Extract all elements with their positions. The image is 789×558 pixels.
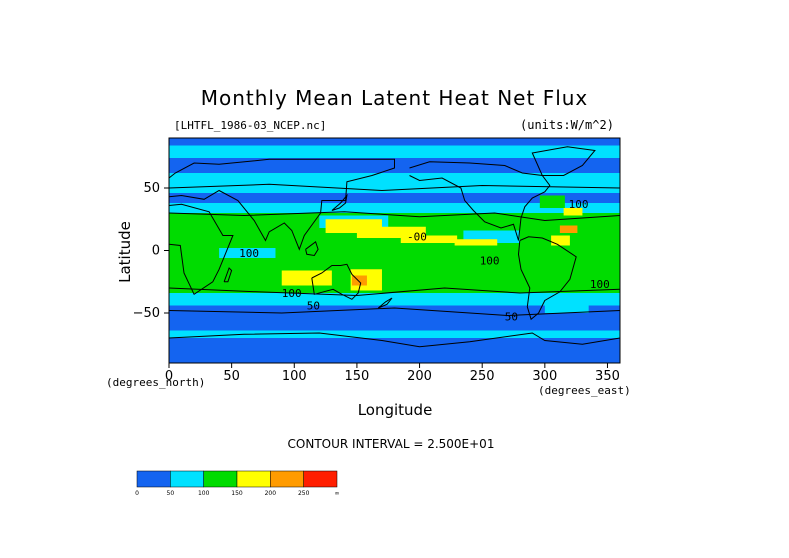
colorbar-label-1: 50	[167, 490, 175, 497]
contour-band-11	[281, 270, 332, 286]
antarctica-coast	[169, 332, 620, 348]
x-tick-label-7: 350	[595, 369, 620, 384]
x-units-right: (degrees_east)	[538, 384, 631, 397]
x-tick-label-6: 300	[532, 369, 557, 384]
south-america-coast	[517, 236, 577, 321]
contour-label-4: 100	[590, 278, 610, 291]
contour-band-10	[454, 239, 498, 246]
y-tick-label-2: −50	[133, 306, 160, 321]
contour-label-5: 100	[282, 287, 302, 300]
colorbar-swatch-4	[270, 470, 304, 488]
colorbar-label-3: 150	[231, 490, 243, 497]
y-axis: 50 0 −50	[133, 181, 169, 321]
contour-band-20	[544, 305, 589, 313]
contour-band-8	[356, 226, 426, 238]
colorbar: 0 50 100 150 200 250 ∞	[135, 470, 340, 497]
contour-interval: CONTOUR INTERVAL = 2.500E+01	[287, 437, 495, 451]
contour-band-21	[169, 330, 620, 338]
new-zealand-coast	[377, 297, 393, 309]
contour-line-c	[169, 183, 620, 192]
x-axis: 0 50 100 150 200 250 300 350	[165, 363, 620, 384]
chart-title: Monthly Mean Latent Heat Net Flux	[200, 86, 589, 110]
y-tick-label-1: 0	[152, 244, 160, 259]
africa-coast	[169, 203, 234, 296]
contour-band-13	[551, 235, 570, 246]
contour-label-6: 50	[307, 299, 320, 312]
contour-band-14	[559, 225, 578, 233]
colorbar-label-2: 100	[198, 490, 210, 497]
y-tick-label-0: 50	[143, 181, 160, 196]
contour-band-9	[400, 235, 458, 243]
north-america-coast	[409, 161, 551, 241]
contour-band-19	[200, 298, 263, 306]
coastlines	[169, 146, 620, 348]
contour-label-1: -00	[407, 231, 427, 244]
colorbar-swatch-1	[170, 470, 204, 488]
units-label: (units:W/m^2)	[520, 118, 614, 132]
x-axis-label: Longitude	[357, 401, 433, 419]
borneo-coast	[305, 240, 319, 257]
colorbar-swatch-5	[303, 470, 338, 488]
colorbar-swatch-2	[203, 470, 238, 488]
colorbar-label-5: 250	[298, 490, 310, 497]
colorbar-swatch-3	[236, 470, 271, 488]
flux-field	[169, 138, 620, 363]
x-tick-label-1: 50	[223, 369, 240, 384]
x-tick-label-2: 100	[282, 369, 307, 384]
contour-label-2: 100	[239, 247, 259, 260]
contour-band-17	[539, 195, 565, 208]
contour-line-a	[169, 211, 620, 222]
madagascar-coast	[223, 267, 233, 283]
x-tick-label-5: 250	[470, 369, 495, 384]
x-tick-label-4: 200	[407, 369, 432, 384]
contour-band-16	[544, 178, 570, 193]
contour-band-0	[169, 173, 620, 193]
contour-label-7: 50	[505, 311, 518, 324]
contour-label-3: 100	[480, 254, 500, 267]
x-units-left: (degrees_north)	[106, 376, 206, 389]
contour-label-0: 100	[569, 198, 589, 211]
colorbar-swatch-0	[136, 470, 171, 488]
x-tick-label-3: 150	[345, 369, 370, 384]
contour-line-d	[169, 307, 620, 317]
file-label: [LHTFL_1986-03_NCEP.nc]	[174, 119, 327, 132]
contour-labels: 100 -00 100 100 100 100 50 50	[239, 198, 610, 324]
y-axis-label: Latitude	[115, 221, 134, 283]
greenland-coast	[531, 146, 596, 176]
japan-coast	[331, 193, 348, 211]
contour-band-15	[351, 275, 367, 286]
arctic-cap	[169, 138, 620, 146]
colorbar-label-0: 0	[135, 490, 139, 497]
colorbar-label-4: 200	[265, 490, 277, 497]
contour-band-4	[219, 248, 276, 258]
contour-line-b	[169, 287, 620, 297]
colorbar-label-6: ∞	[335, 490, 340, 497]
contour-band-18	[563, 208, 583, 216]
x-tick-label-0: 0	[165, 369, 173, 384]
australia-coast	[311, 263, 362, 300]
